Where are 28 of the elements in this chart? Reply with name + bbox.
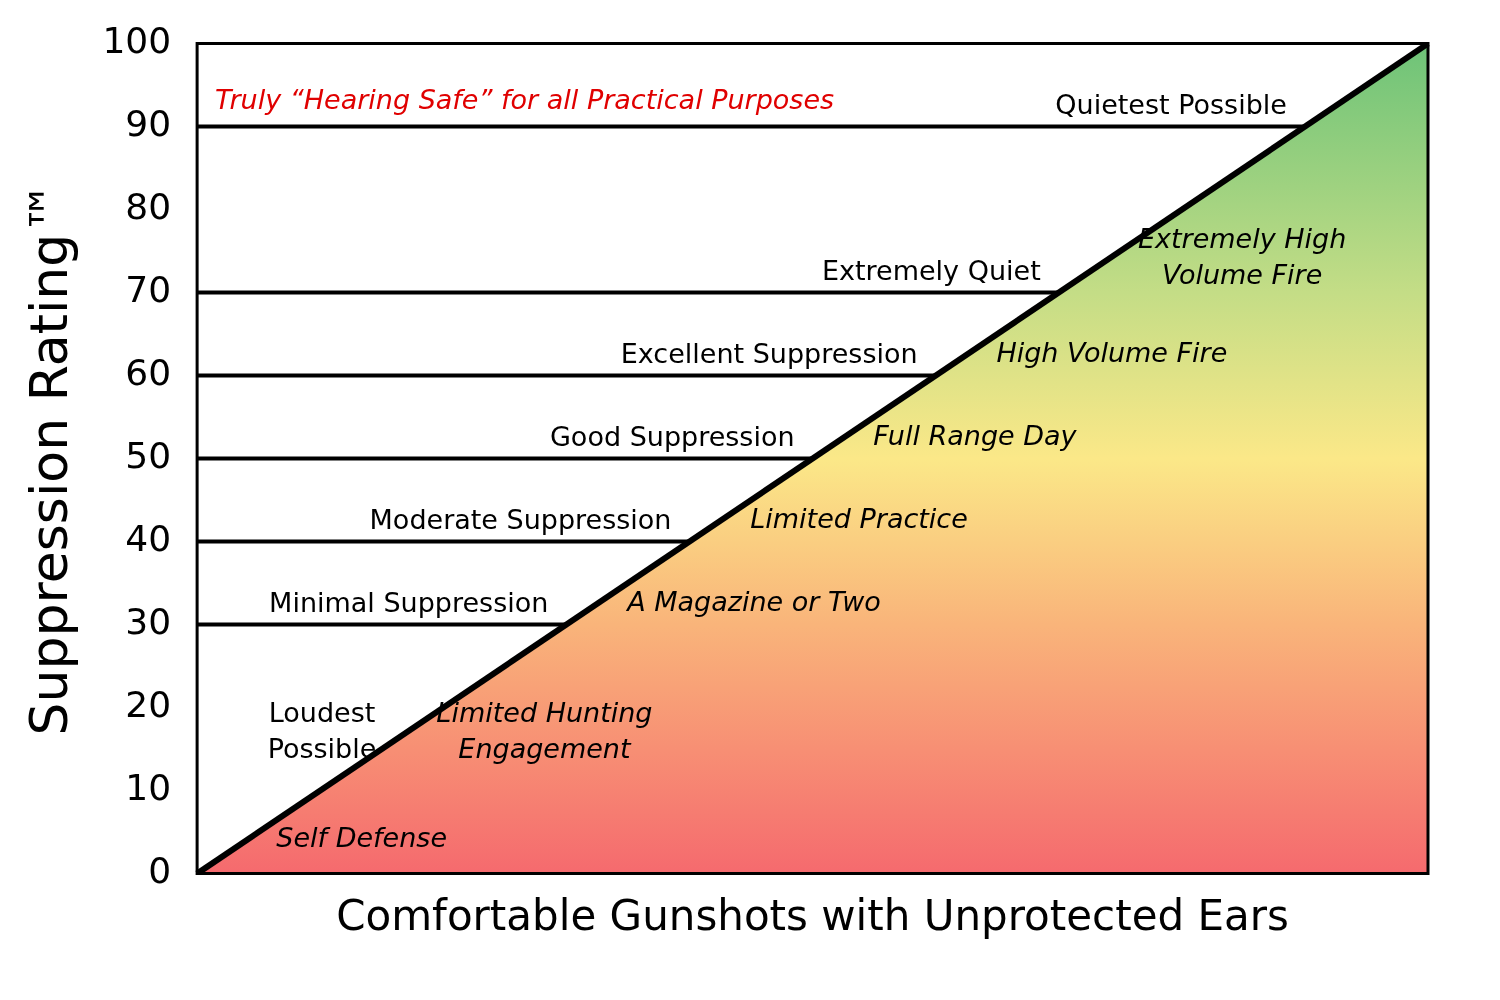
ref-line-label: Minimal Suppression (269, 587, 549, 619)
y-tick-label: 20 (125, 683, 172, 725)
annotation: Extremely High Volume Fire (1137, 223, 1347, 291)
y-tick-label: 0 (148, 849, 172, 891)
annotation: A Magazine or Two (625, 585, 881, 617)
annotation: Loudest Possible (267, 696, 377, 764)
y-tick-label: 10 (125, 766, 172, 808)
annotation: Truly “Hearing Safe” for all Practical Purposes (215, 83, 835, 115)
ref-line-label: Moderate Suppression (369, 504, 672, 536)
ref-line-label: Good Suppression (549, 421, 795, 453)
x-axis-title: Comfortable Gunshots with Unprotected Ears (336, 890, 1289, 940)
ref-line-label: Excellent Suppression (620, 338, 918, 370)
annotation: Limited Hunting Engagement (436, 696, 653, 764)
y-tick-label: 70 (125, 268, 172, 310)
annotation: Self Defense (276, 822, 447, 854)
y-tick-label: 80 (125, 185, 172, 227)
annotation: High Volume Fire (996, 336, 1228, 368)
y-axis-title: Suppression Rating™ (18, 181, 79, 736)
y-tick-label: 100 (102, 19, 172, 61)
ref-line-label: Quietest Possible (1055, 89, 1287, 121)
y-tick-label: 60 (125, 351, 172, 393)
ref-line-label: Extremely Quiet (821, 255, 1041, 287)
y-tick-label: 40 (125, 517, 172, 559)
y-tick-label: 30 (125, 600, 172, 642)
y-tick-label: 90 (125, 102, 172, 144)
annotation: Full Range Day (873, 419, 1078, 451)
y-tick-label: 50 (125, 434, 172, 476)
annotation: Limited Practice (750, 502, 968, 534)
